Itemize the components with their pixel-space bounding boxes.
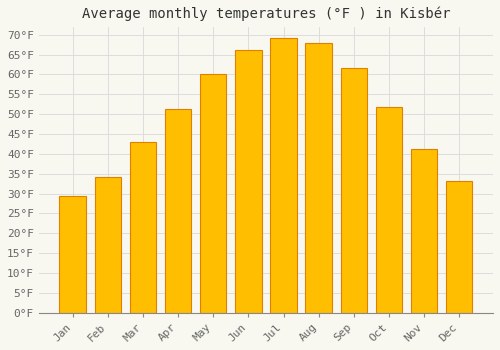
Bar bbox=[130, 142, 156, 313]
Bar bbox=[376, 107, 402, 313]
Bar bbox=[411, 149, 438, 313]
Bar bbox=[306, 43, 332, 313]
Bar bbox=[165, 109, 191, 313]
Bar bbox=[270, 38, 296, 313]
Bar bbox=[94, 177, 121, 313]
Bar bbox=[446, 181, 472, 313]
Title: Average monthly temperatures (°F ) in Kisbér: Average monthly temperatures (°F ) in Ki… bbox=[82, 7, 450, 21]
Bar bbox=[60, 196, 86, 313]
Bar bbox=[235, 50, 262, 313]
Bar bbox=[340, 68, 367, 313]
Bar bbox=[200, 74, 226, 313]
